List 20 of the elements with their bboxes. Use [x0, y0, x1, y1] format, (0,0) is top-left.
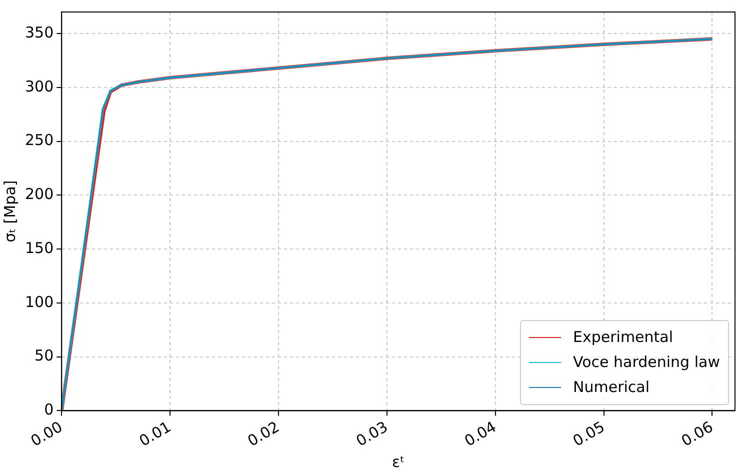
- x-tick-label: 0.01: [136, 418, 174, 450]
- y-tick-label: 200: [24, 185, 54, 204]
- y-tick-label: 300: [24, 77, 54, 96]
- y-tick-label: 0: [44, 400, 54, 419]
- y-tick-label: 50: [34, 346, 54, 365]
- x-axis-title: εᵗ: [392, 452, 405, 471]
- y-tick-label: 100: [24, 292, 54, 311]
- legend-label: Experimental: [573, 328, 674, 346]
- y-axis-title: σₜ [Mpa]: [0, 180, 19, 242]
- x-tick-label: 0.05: [570, 418, 608, 450]
- x-tick-label: 0.00: [28, 418, 66, 450]
- x-tick-label: 0.03: [352, 418, 391, 450]
- y-tick-label: 350: [24, 23, 54, 42]
- y-tick-label: 150: [24, 238, 54, 257]
- x-tick-label: 0.06: [678, 418, 716, 450]
- x-tick-label: 0.04: [461, 418, 500, 450]
- legend-label: Voce hardening law: [573, 353, 720, 372]
- legend-label: Numerical: [573, 378, 650, 396]
- x-tick-label: 0.02: [244, 418, 282, 450]
- y-tick-label: 250: [24, 131, 54, 150]
